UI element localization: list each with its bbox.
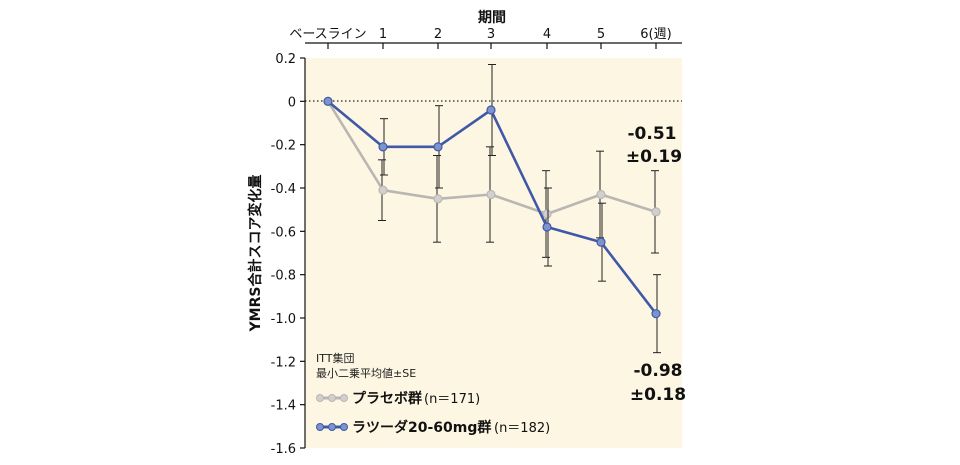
data-point: [378, 185, 388, 195]
plot-area: [305, 58, 682, 448]
legend-lurasidone-marker: [340, 423, 348, 431]
data-point: [323, 96, 333, 106]
data-point: [596, 237, 606, 247]
data-point: [542, 222, 552, 232]
x-tick-label: 4: [543, 27, 551, 42]
legend-lurasidone-marker: [328, 423, 336, 431]
y-tick-label: -0.8: [271, 269, 296, 284]
x-axis-title: 期間: [478, 10, 506, 26]
y-tick-label: 0: [288, 95, 296, 110]
legend-placebo-marker: [340, 394, 348, 402]
x-tick-label: ベースライン: [289, 27, 366, 42]
lurasidone-final-se: ±0.18: [630, 385, 686, 405]
x-tick-label: 2: [434, 27, 442, 42]
data-point: [596, 189, 606, 200]
y-tick-label: -1.4: [271, 399, 296, 414]
y-tick-label: -0.4: [271, 182, 296, 197]
data-point: [433, 142, 443, 152]
x-tick-label: 3: [487, 27, 495, 42]
series-0: [323, 96, 661, 258]
data-point: [542, 209, 552, 219]
legend-placebo-n: (n＝171): [424, 392, 480, 407]
legend-placebo-marker: [328, 394, 336, 402]
placebo-final-value: -0.51: [628, 124, 677, 144]
y-tick-label: -0.2: [271, 139, 296, 154]
placebo-final-se: ±0.19: [626, 147, 682, 167]
y-tick-label: -1.2: [271, 355, 296, 370]
legend-lurasidone-n: (n＝182): [494, 421, 550, 436]
lurasidone-final-value: -0.98: [634, 361, 683, 381]
y-tick-label: 0.2: [275, 52, 296, 67]
data-point: [433, 194, 443, 204]
x-tick-label: 6(週): [640, 27, 671, 42]
note-population: ITT集団: [316, 351, 355, 365]
legend: プラセボ群 (n＝171) ラツーダ20-60mg群 (n＝182): [316, 390, 550, 436]
legend-placebo-marker: [316, 394, 324, 402]
legend-lurasidone-label: ラツーダ20-60mg群: [352, 419, 491, 436]
legend-placebo-label: プラセボ群: [352, 390, 422, 407]
series-1: [323, 64, 661, 354]
x-tick-label: 5: [597, 27, 605, 42]
y-tick-label: -0.6: [271, 225, 296, 240]
legend-lurasidone-marker: [316, 423, 324, 431]
data-point: [486, 189, 496, 200]
y-axis-title: YMRS合計スコア変化量: [247, 175, 264, 333]
y-tick-label: -1.6: [271, 442, 296, 457]
note-statistic: 最小二乗平均値±SE: [316, 367, 416, 380]
data-point: [486, 105, 496, 115]
x-tick-label: 1: [379, 27, 387, 42]
data-point: [651, 309, 661, 319]
y-tick-label: -1.0: [271, 312, 296, 327]
data-point: [651, 207, 661, 217]
data-point: [378, 142, 388, 152]
